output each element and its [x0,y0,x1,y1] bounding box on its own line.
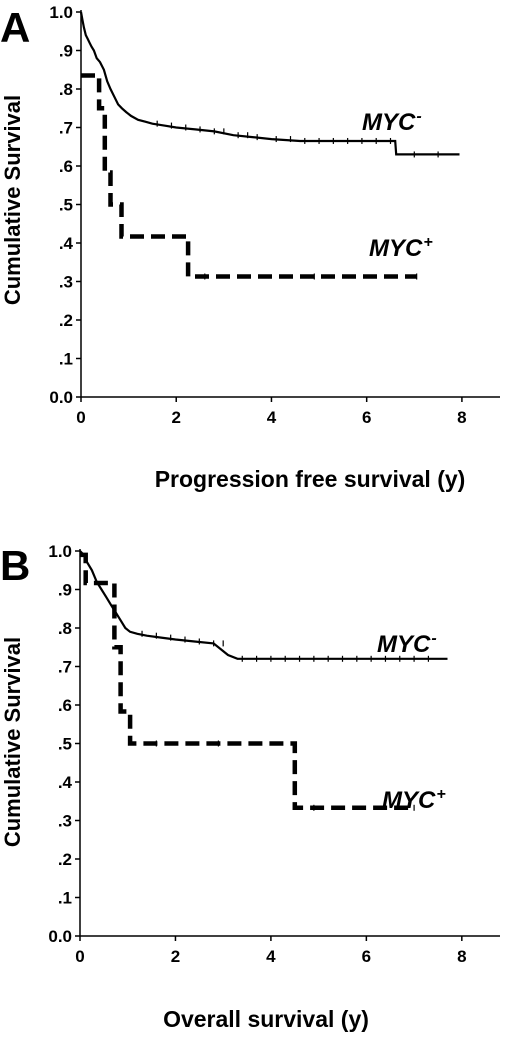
series-line-myc-negative [79,550,448,660]
x-axis-label: Overall survival (y) [163,1006,369,1032]
x-tick-label: 6 [362,408,371,427]
y-tick-label: 0.0 [48,927,72,946]
x-tick-label: 4 [266,947,276,966]
chart-panel-b: B 0.0 .1 .2 .3 .4 .5 .6 .7 .8 .9 1.0 0 2 4 6 8 Cumulative… [0,542,500,1032]
y-tick-label: .2 [58,850,72,869]
y-tick-label: .8 [58,619,72,638]
y-tick-label: .5 [58,735,72,754]
y-tick-label: .9 [59,42,73,61]
panel-label: A [0,4,30,51]
series-label-myc-positive: MYC+ [382,786,446,814]
x-tick-label: 6 [362,947,371,966]
series-label-myc-negative: MYC- [377,630,437,658]
series-label-superscript: - [431,630,436,647]
y-tick-label: .1 [59,350,73,369]
series-label-myc-negative: MYC- [362,108,422,136]
y-tick-label: .3 [59,273,73,292]
y-axis-label: Cumulative Survival [0,637,25,847]
y-tick-label: .6 [58,696,72,715]
x-tick-label: 2 [171,408,180,427]
x-tick-label: 2 [171,947,180,966]
y-tick-label: 0.0 [49,388,73,407]
y-tick-label: .3 [58,812,72,831]
y-tick-label: .7 [59,119,73,138]
x-tick-label: 0 [76,408,85,427]
y-tick-label: .6 [59,157,73,176]
y-tick-label: .1 [58,889,72,908]
y-tick-label: 1.0 [48,542,72,561]
y-tick-label: .8 [59,80,73,99]
x-tick-label: 8 [457,947,466,966]
y-tick-label: .2 [59,311,73,330]
series-line-myc-positive [81,73,417,279]
series-line-myc-negative [79,11,460,156]
y-tick-label: .9 [58,581,72,600]
series-label-myc-positive: MYC+ [369,234,433,262]
x-axis-label: Progression free survival (y) [155,466,466,492]
y-tick-label: .5 [59,196,73,215]
series-label-superscript: + [436,786,445,803]
y-tick-label: .4 [59,234,74,253]
x-tick-label: 8 [457,408,466,427]
x-tick-label: 4 [267,408,277,427]
panel-label: B [0,542,30,589]
chart-panel-a: A 0.0 .1 .2 .3 .4 .5 .6 .7 .8 .9 1.0 0 2 4 6 8 Cumulative… [0,3,500,492]
x-tick-label: 0 [75,947,84,966]
y-tick-label: .4 [58,773,73,792]
series-label-superscript: - [416,108,421,125]
series-label-superscript: + [423,234,432,251]
y-tick-label: 1.0 [49,3,73,22]
y-tick-label: .7 [58,658,72,677]
series-line-myc-positive [80,552,415,811]
y-axis-label: Cumulative Survival [0,95,25,305]
